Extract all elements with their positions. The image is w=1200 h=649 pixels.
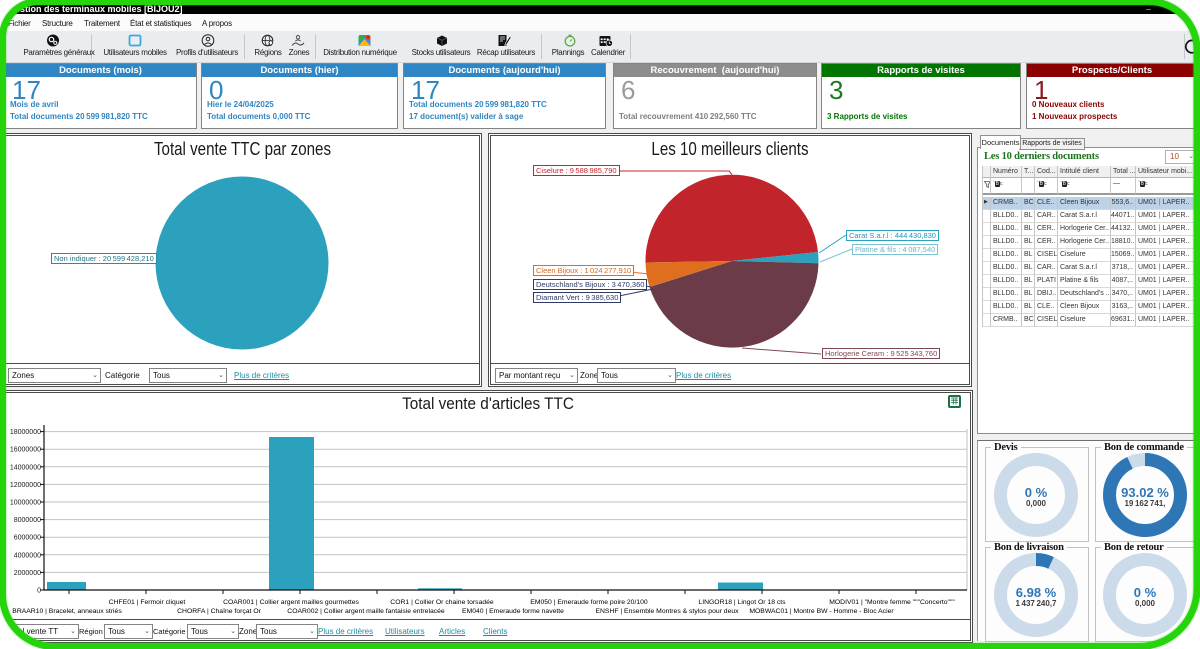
svg-text:14000000: 14000000 <box>10 464 41 471</box>
svg-text:18000000: 18000000 <box>10 429 41 436</box>
svg-text:10000000: 10000000 <box>10 500 41 507</box>
svg-text:4000000: 4000000 <box>14 552 41 559</box>
svg-text:2000000: 2000000 <box>14 570 41 577</box>
svg-text:16000000: 16000000 <box>10 447 41 454</box>
svg-text:0: 0 <box>37 588 41 595</box>
svg-text:8000000: 8000000 <box>14 517 41 524</box>
svg-text:6000000: 6000000 <box>14 535 41 542</box>
svg-text:12000000: 12000000 <box>10 482 41 489</box>
